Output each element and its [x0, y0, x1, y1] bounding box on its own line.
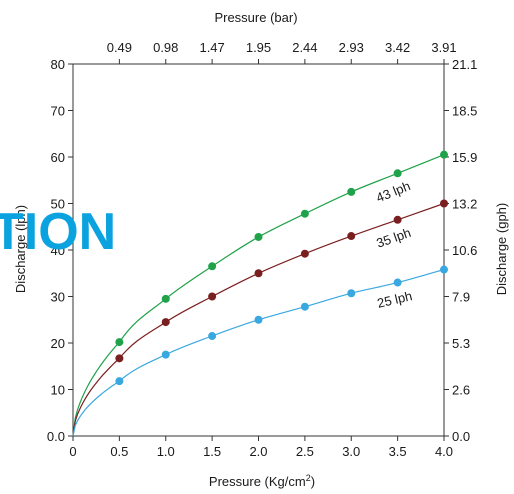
- ticks: 0 0.5 1.0 1.5 2.0 2.5 3.0 3.5 4.00.0102030405060…: [47, 40, 477, 459]
- y-tick-label: 70: [51, 104, 65, 119]
- x-tick-label: 0: [69, 444, 76, 459]
- data-point: [115, 338, 124, 347]
- top-tick-label: 3.91: [431, 40, 456, 55]
- right-axis-title: Discharge (gph): [494, 203, 509, 296]
- right-tick-label: 2.6: [452, 383, 470, 398]
- y-tick-label: 0.0: [47, 429, 65, 444]
- right-tick-label: 18.5: [452, 104, 477, 119]
- data-point: [115, 377, 124, 386]
- right-tick-label: 7.9: [452, 290, 470, 305]
- top-tick-label: 0.49: [107, 40, 132, 55]
- data-point: [347, 187, 356, 196]
- top-tick-label: 2.44: [292, 40, 317, 55]
- right-tick-label: 21.1: [452, 57, 477, 72]
- series-label: 43 lph: [374, 178, 412, 205]
- data-point: [161, 294, 170, 303]
- series-line: [72, 154, 445, 437]
- top-tick-label: 2.93: [339, 40, 364, 55]
- data-point: [208, 332, 217, 341]
- y-tick-label: 80: [51, 57, 65, 72]
- data-point: [440, 265, 448, 274]
- data-point: [347, 289, 356, 298]
- data-point: [208, 292, 217, 301]
- data-point: [300, 209, 309, 218]
- top-tick-label: 1.95: [246, 40, 271, 55]
- top-tick-label: 3.42: [385, 40, 410, 55]
- data-point: [254, 315, 263, 324]
- x-tick-label: 3.5: [389, 444, 407, 459]
- x-tick-label: 0.5: [110, 444, 128, 459]
- bottom-axis-title-sup: 2: [306, 473, 311, 483]
- series-label: 35 lph: [374, 225, 412, 251]
- bottom-axis-title: Pressure (Kg/cm2): [209, 473, 315, 489]
- data-point: [393, 169, 402, 178]
- right-tick-label: 15.9: [452, 150, 477, 165]
- left-axis-title: Discharge (lph): [13, 205, 28, 293]
- x-tick-label: 2.5: [296, 444, 314, 459]
- right-tick-label: 0.0: [452, 429, 470, 444]
- data-point: [161, 318, 170, 327]
- x-tick-label: 1.0: [157, 444, 175, 459]
- series-line: [72, 268, 445, 437]
- x-tick-label: 3.0: [342, 444, 360, 459]
- y-tick-label: 40: [51, 243, 65, 258]
- series-layer: [72, 150, 448, 437]
- top-tick-label: 1.47: [199, 40, 224, 55]
- x-tick-label: 4.0: [435, 444, 453, 459]
- data-point: [115, 354, 124, 363]
- data-point: [440, 199, 448, 208]
- data-point: [393, 278, 402, 287]
- series-label: 25 lph: [376, 288, 414, 311]
- y-tick-label: 60: [51, 150, 65, 165]
- x-tick-label: 2.0: [249, 444, 267, 459]
- axes: [72, 63, 445, 437]
- y-tick-label: 20: [51, 336, 65, 351]
- right-tick-label: 5.3: [452, 336, 470, 351]
- y-tick-label: 10: [51, 383, 65, 398]
- data-point: [254, 232, 263, 241]
- right-tick-label: 13.2: [452, 197, 477, 212]
- y-tick-label: 30: [51, 290, 65, 305]
- data-point: [161, 350, 170, 359]
- data-point: [393, 215, 402, 224]
- bottom-axis-title-close: ): [311, 474, 315, 489]
- top-axis-title: Pressure (bar): [214, 10, 297, 25]
- data-point: [254, 269, 263, 278]
- data-point: [300, 302, 309, 311]
- x-tick-label: 1.5: [203, 444, 221, 459]
- watermark-banner-text: TION: [0, 203, 116, 261]
- top-tick-label: 0.98: [153, 40, 178, 55]
- y-tick-label: 50: [51, 197, 65, 212]
- data-point: [347, 232, 356, 241]
- data-point: [440, 150, 448, 159]
- right-tick-label: 10.6: [452, 243, 477, 258]
- series-line: [72, 202, 445, 437]
- bottom-axis-title-main: Pressure (Kg/cm: [209, 474, 306, 489]
- data-point: [300, 249, 309, 258]
- data-point: [208, 262, 217, 271]
- series-labels: 43 lph 35 lph 25 lph: [374, 178, 414, 311]
